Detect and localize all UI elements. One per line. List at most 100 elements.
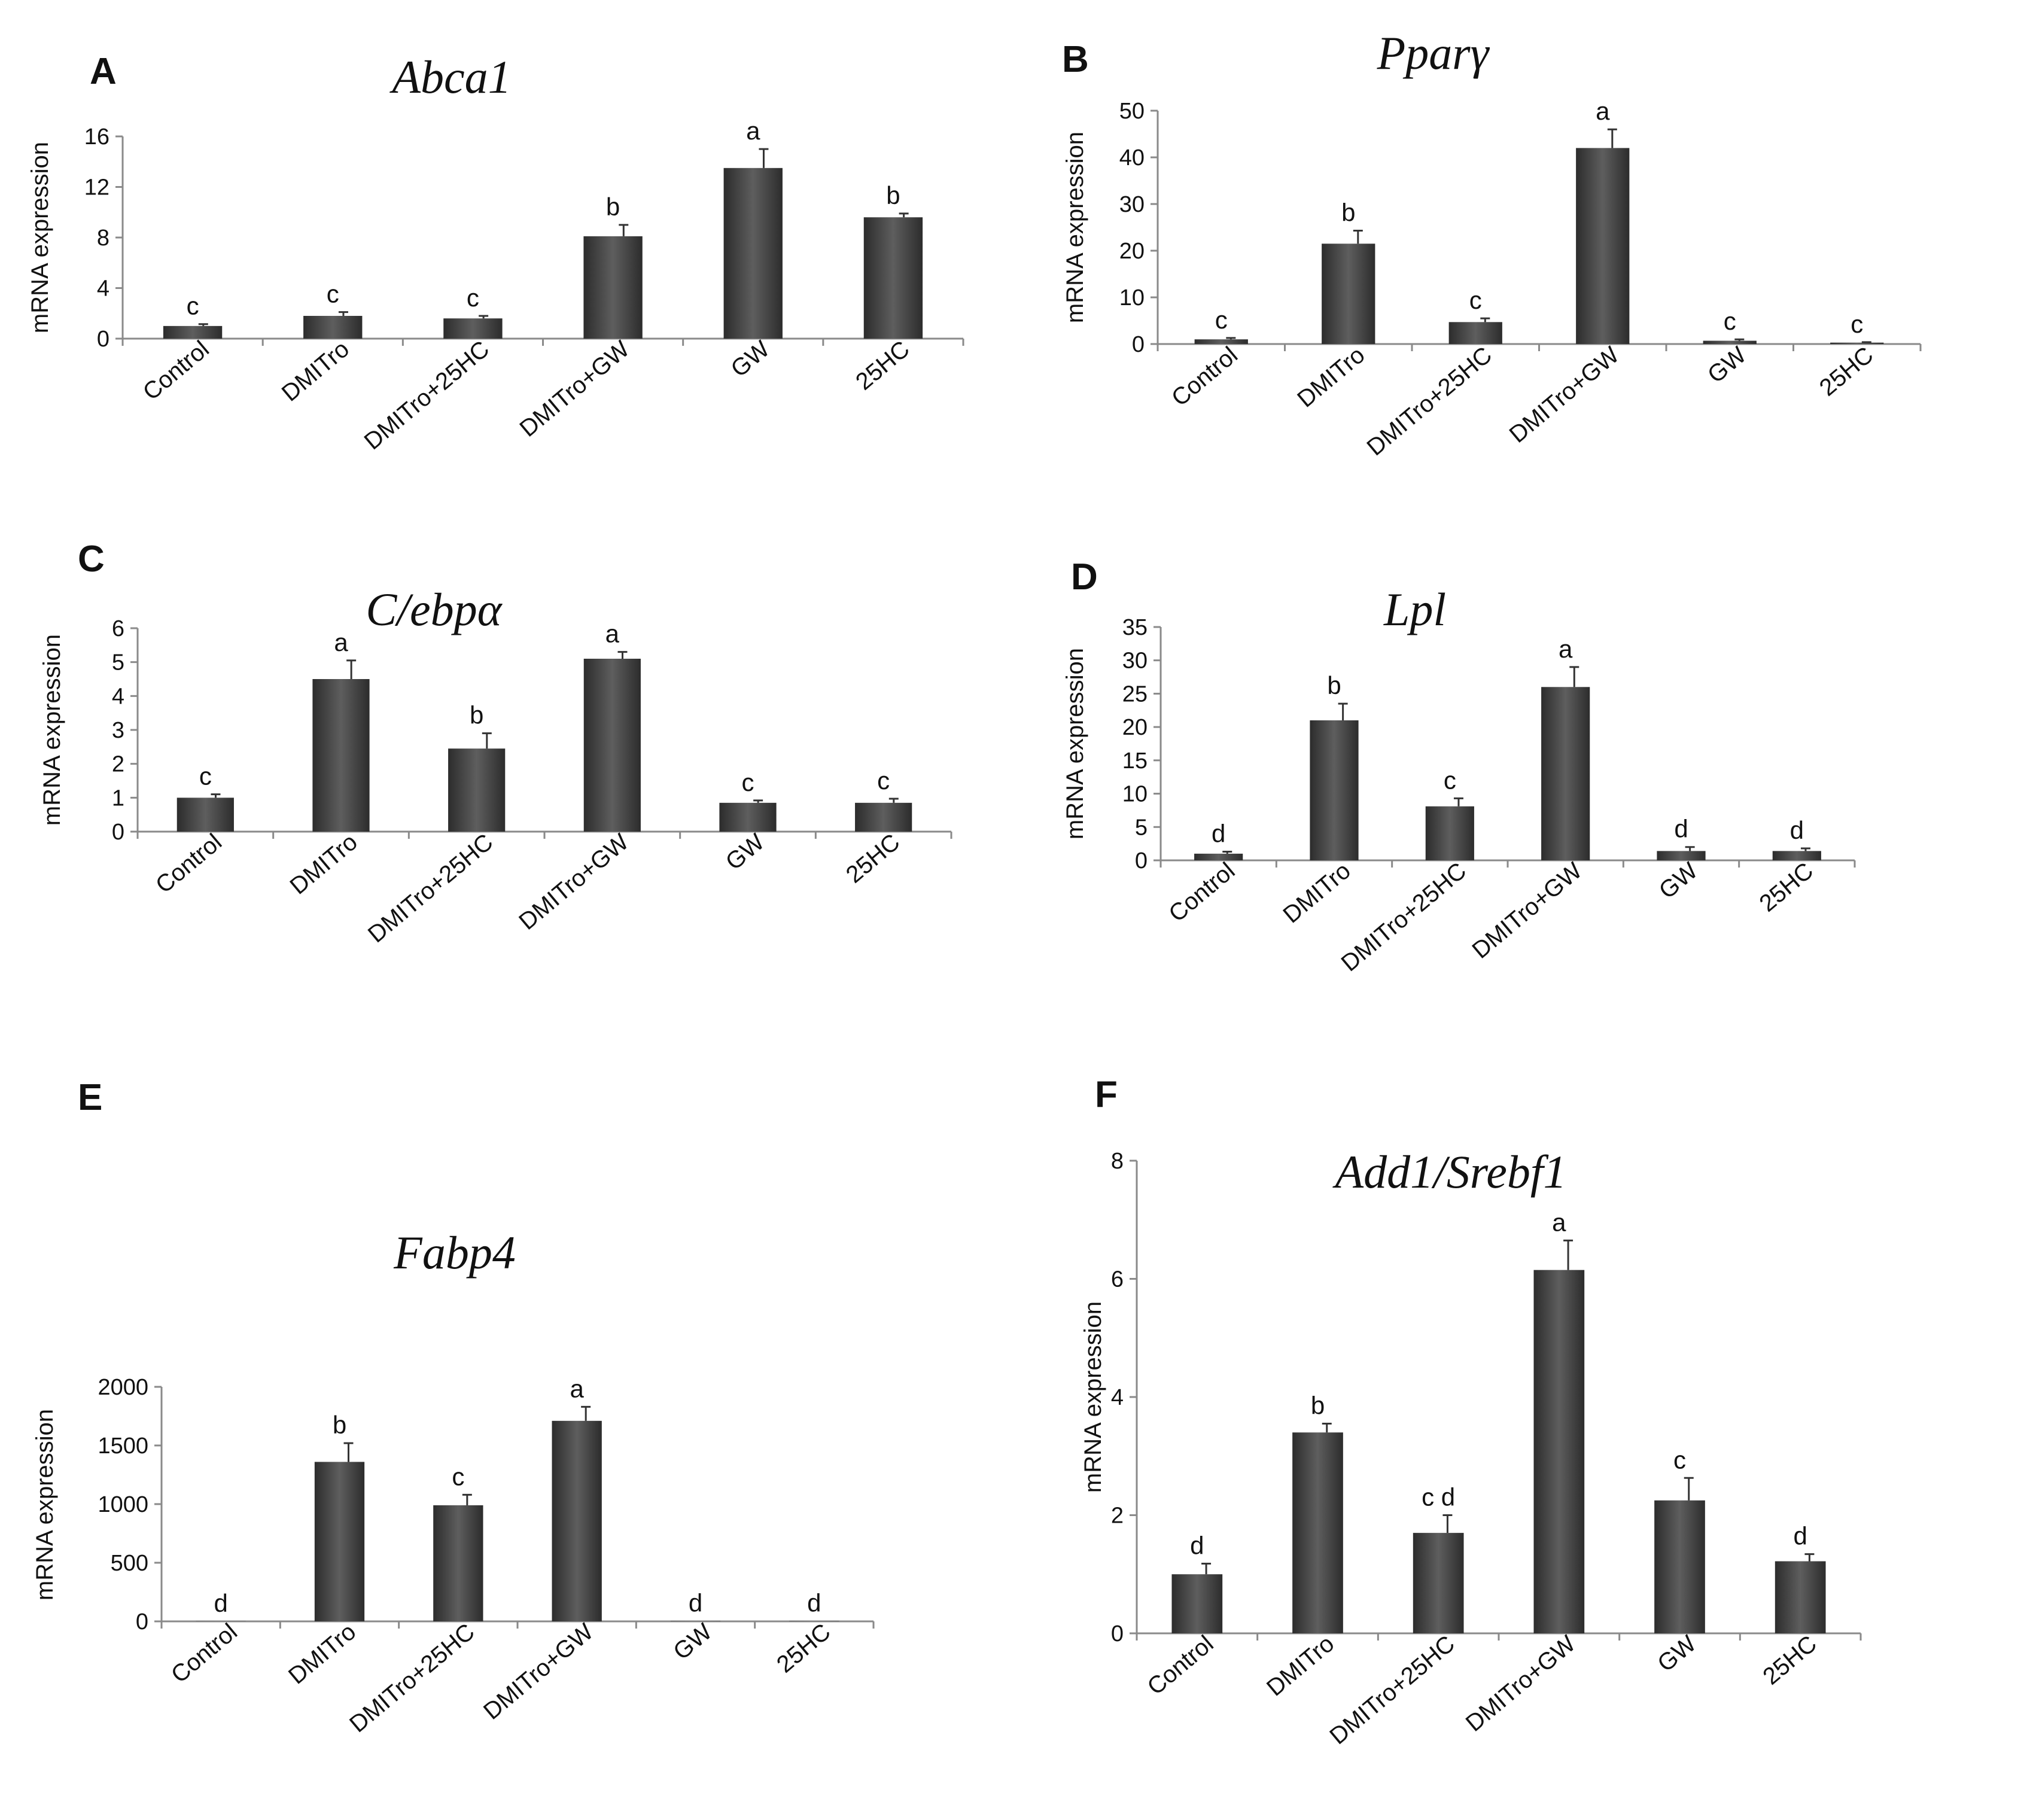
bar-dmitro <box>303 316 362 339</box>
y-tick-label: 0 <box>112 820 124 845</box>
category-label: DMITro <box>284 1618 361 1689</box>
y-tick-label: 10 <box>1122 782 1148 807</box>
y-tick-label: 10 <box>1119 285 1145 311</box>
category-label: DMITro <box>285 829 363 899</box>
y-tick-label: 8 <box>97 226 109 251</box>
bar-control <box>1195 339 1248 344</box>
category-label: Control <box>1143 1630 1219 1700</box>
category-label: 25HC <box>772 1618 836 1678</box>
y-tick-label: 2000 <box>98 1375 148 1400</box>
y-tick-label: 40 <box>1119 145 1145 171</box>
significance-label: d <box>807 1589 821 1617</box>
panel-letter: F <box>1095 1074 1118 1115</box>
y-tick-label: 5 <box>112 650 124 675</box>
significance-label: c <box>742 768 754 796</box>
y-tick-label: 0 <box>97 327 109 352</box>
category-label: DMITro <box>1292 342 1369 412</box>
bar-gw <box>1657 851 1705 860</box>
category-label: DMITro+GW <box>1461 1630 1581 1737</box>
significance-label: a <box>1559 635 1573 663</box>
category-label: 25HC <box>841 829 905 888</box>
significance-label: c <box>1724 307 1736 335</box>
significance-label: c <box>1215 306 1228 334</box>
y-tick-label: 20 <box>1119 239 1145 264</box>
bar-dmitro-25hc <box>1413 1533 1464 1633</box>
bar-gw <box>1654 1501 1705 1633</box>
y-tick-label: 15 <box>1122 748 1148 774</box>
significance-label: d <box>1793 1522 1807 1550</box>
category-label: DMITro+25HC <box>1362 342 1498 461</box>
y-tick-label: 1500 <box>98 1434 148 1459</box>
y-tick-label: 1 <box>112 786 124 811</box>
significance-label: a <box>334 628 348 656</box>
bar-control <box>1194 854 1243 860</box>
y-tick-label: 0 <box>1135 848 1148 874</box>
category-label: GW <box>668 1618 717 1665</box>
y-axis-label: mRNA expression <box>1062 132 1088 323</box>
bar-dmitro-gw <box>584 659 641 832</box>
bar-dmitro-gw <box>552 1421 602 1621</box>
bar-dmitro <box>315 1462 364 1621</box>
category-label: 25HC <box>1815 342 1879 401</box>
significance-label: b <box>470 701 483 729</box>
chart-title: C/ebpα <box>366 583 503 635</box>
bar-dmitro-gw <box>1576 148 1629 344</box>
significance-label: c <box>199 762 212 790</box>
significance-label: a <box>605 620 620 648</box>
bar-gw <box>724 168 783 339</box>
significance-label: a <box>1596 97 1610 125</box>
category-label: DMITro+25HC <box>1337 857 1472 976</box>
category-label: Control <box>166 1618 242 1688</box>
bar-control <box>1171 1574 1222 1633</box>
y-tick-label: 4 <box>97 276 109 302</box>
bar-25hc <box>855 803 912 832</box>
significance-label: c <box>467 284 479 312</box>
y-tick-label: 500 <box>111 1551 148 1576</box>
y-tick-label: 4 <box>1111 1385 1124 1410</box>
significance-label: d <box>689 1589 702 1617</box>
category-label: DMITro+GW <box>479 1618 598 1725</box>
bar-dmitro <box>1322 244 1375 344</box>
y-tick-label: 6 <box>112 616 124 641</box>
bar-dmitro-25hc <box>433 1505 483 1621</box>
category-label: DMITro+GW <box>1468 857 1587 964</box>
significance-label: b <box>886 181 900 209</box>
significance-label: a <box>1552 1208 1566 1236</box>
y-tick-label: 1000 <box>98 1492 148 1517</box>
significance-label: c d <box>1422 1483 1455 1511</box>
y-tick-label: 16 <box>84 124 109 150</box>
y-tick-label: 2 <box>1111 1504 1124 1529</box>
panel-letter: A <box>90 51 117 92</box>
bar-25hc <box>1773 851 1821 860</box>
bar-dmitro-25hc <box>1426 806 1474 860</box>
significance-label: c <box>452 1462 464 1490</box>
y-axis-label: mRNA expression <box>27 142 53 333</box>
significance-label: d <box>1674 815 1688 843</box>
chart-title: Fabp4 <box>393 1226 516 1279</box>
significance-label: c <box>327 280 339 308</box>
significance-label: b <box>606 193 620 221</box>
y-tick-label: 35 <box>1122 615 1148 640</box>
significance-label: c <box>877 766 890 795</box>
y-tick-label: 30 <box>1119 192 1145 217</box>
bar-25hc <box>864 217 923 339</box>
chart-title: Pparγ <box>1377 27 1490 79</box>
bar-dmitro-gw <box>1541 687 1590 860</box>
bar-dmitro <box>1292 1432 1343 1633</box>
y-tick-label: 20 <box>1122 715 1148 740</box>
bar-25hc <box>1830 343 1883 344</box>
significance-label: c <box>1444 766 1456 794</box>
significance-label: d <box>1790 816 1804 844</box>
category-label: GW <box>1654 857 1703 904</box>
category-label: GW <box>1652 1630 1701 1677</box>
category-label: Control <box>1167 342 1243 412</box>
significance-label: c <box>187 292 199 320</box>
category-label: Control <box>151 829 227 899</box>
bar-25hc <box>1775 1562 1826 1633</box>
y-tick-label: 25 <box>1122 681 1148 707</box>
significance-label: b <box>1341 198 1355 226</box>
